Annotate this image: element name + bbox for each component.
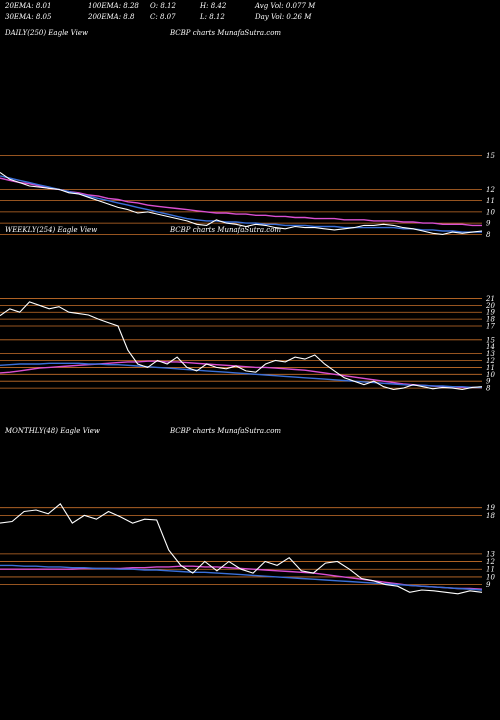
weekly-tick-label-11: 9 <box>486 378 491 386</box>
ema200-readout: 200EMA: 8.8 <box>88 13 135 21</box>
daily-tick-label-4: 9 <box>486 220 491 228</box>
day-vol-readout: Day Vol: 0.26 M <box>255 13 312 21</box>
weekly-ema-slow-line <box>0 360 482 389</box>
weekly-tick-label-12: 8 <box>486 385 491 393</box>
weekly-tick-label-2: 19 <box>486 309 495 317</box>
weekly-tick-label-0: 21 <box>485 295 495 303</box>
ema20-readout: 20EMA: 8.01 <box>5 2 52 10</box>
monthly-panel-source: BCBP charts MunafaSutra.com <box>170 427 282 435</box>
weekly-panel-source: BCBP charts MunafaSutra.com <box>170 226 282 234</box>
avg-vol-readout: Avg Vol: 0.077 M <box>255 2 316 10</box>
weekly-tick-label-4: 17 <box>486 323 495 331</box>
daily-tick-label-2: 11 <box>486 197 495 205</box>
daily-tick-label-1: 12 <box>486 186 495 194</box>
ema30-readout: 30EMA: 8.05 <box>5 13 52 21</box>
high-readout: H: 8.42 <box>200 2 227 10</box>
weekly-ema-fast-line <box>0 362 482 389</box>
monthly-tick-label-0: 19 <box>486 504 495 512</box>
weekly-tick-label-3: 18 <box>486 316 495 324</box>
weekly-tick-label-9: 11 <box>486 364 495 372</box>
low-readout: L: 8.12 <box>200 13 225 21</box>
daily-tick-label-3: 10 <box>486 208 495 216</box>
monthly-price-line <box>0 502 483 595</box>
daily-panel-source: BCBP charts MunafaSutra.com <box>170 29 282 37</box>
daily-panel-label: DAILY(250) Eagle View <box>5 29 88 37</box>
close-readout: C: 8.07 <box>150 13 176 21</box>
daily-ema-fast-line <box>0 175 482 233</box>
weekly-price-line <box>0 301 483 391</box>
weekly-panel-label: WEEKLY(254) Eagle View <box>5 226 98 234</box>
monthly-tick-label-3: 12 <box>486 558 495 566</box>
daily-ema-slow-line <box>0 177 482 227</box>
monthly-tick-label-6: 9 <box>486 581 491 589</box>
monthly-ema-fast-line <box>0 564 483 591</box>
weekly-tick-label-10: 10 <box>486 371 495 379</box>
monthly-tick-label-5: 10 <box>486 573 495 581</box>
weekly-tick-label-5: 15 <box>486 336 495 344</box>
monthly-tick-label-4: 11 <box>486 566 495 574</box>
weekly-tick-label-7: 13 <box>486 350 495 358</box>
weekly-tick-label-8: 12 <box>486 357 495 365</box>
monthly-tick-label-1: 18 <box>486 512 495 520</box>
weekly-tick-label-1: 20 <box>485 302 495 310</box>
open-readout: O: 8.12 <box>150 2 176 10</box>
daily-tick-label-5: 8 <box>486 231 491 239</box>
monthly-tick-label-2: 13 <box>486 550 495 558</box>
monthly-panel-label: MONTHLY(48) Eagle View <box>5 427 100 435</box>
daily-price-line <box>0 172 483 235</box>
ema100-readout: 100EMA: 8.28 <box>88 2 139 10</box>
daily-tick-label-0: 15 <box>486 152 495 160</box>
weekly-tick-label-6: 14 <box>486 343 495 351</box>
